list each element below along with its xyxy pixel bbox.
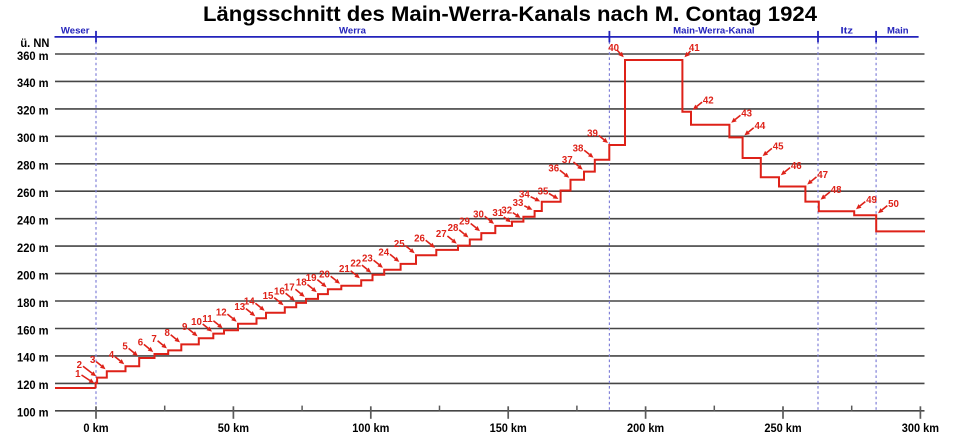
svg-text:260 m: 260 m	[17, 186, 49, 200]
svg-text:36: 36	[548, 163, 559, 174]
svg-text:43: 43	[741, 108, 752, 119]
svg-text:30: 30	[473, 210, 484, 221]
svg-text:48: 48	[831, 185, 842, 196]
svg-text:300 m: 300 m	[17, 131, 49, 145]
svg-text:200 m: 200 m	[17, 268, 49, 282]
svg-text:240 m: 240 m	[17, 214, 49, 228]
svg-text:Main-Werra-Kanal: Main-Werra-Kanal	[673, 26, 754, 37]
svg-text:Längsschnitt des Main-Werra-Ka: Längsschnitt des Main-Werra-Kanals nach …	[203, 2, 817, 26]
svg-text:150 km: 150 km	[490, 421, 527, 435]
svg-text:2: 2	[77, 360, 82, 371]
svg-text:13: 13	[234, 302, 245, 313]
svg-text:20: 20	[319, 269, 330, 280]
svg-text:Itz: Itz	[841, 26, 854, 37]
svg-text:120 m: 120 m	[17, 378, 49, 392]
svg-text:250 km: 250 km	[764, 421, 801, 435]
svg-text:22: 22	[350, 258, 361, 269]
svg-text:Weser: Weser	[61, 26, 90, 37]
svg-text:24: 24	[378, 248, 389, 259]
svg-text:220 m: 220 m	[17, 241, 49, 255]
svg-text:140 m: 140 m	[17, 351, 49, 365]
svg-text:45: 45	[773, 142, 784, 153]
svg-text:39: 39	[587, 129, 598, 140]
svg-text:18: 18	[296, 278, 307, 289]
svg-text:21: 21	[339, 264, 350, 275]
svg-text:17: 17	[284, 283, 295, 294]
svg-text:160 m: 160 m	[17, 323, 49, 337]
svg-text:340 m: 340 m	[17, 76, 49, 90]
svg-text:5: 5	[122, 342, 128, 353]
svg-text:40: 40	[608, 43, 619, 54]
svg-text:7: 7	[151, 334, 156, 345]
svg-text:28: 28	[448, 223, 459, 234]
svg-text:15: 15	[263, 291, 274, 302]
svg-text:32: 32	[501, 206, 512, 217]
svg-text:47: 47	[817, 170, 828, 181]
svg-text:33: 33	[513, 198, 524, 209]
svg-text:23: 23	[362, 253, 373, 264]
svg-text:100 m: 100 m	[17, 406, 49, 420]
svg-text:46: 46	[791, 161, 802, 172]
svg-text:Werra: Werra	[339, 26, 367, 37]
svg-text:4: 4	[109, 350, 115, 361]
svg-text:320 m: 320 m	[17, 104, 49, 118]
svg-text:37: 37	[562, 155, 573, 166]
svg-text:280 m: 280 m	[17, 159, 49, 173]
svg-text:3: 3	[90, 355, 96, 366]
svg-text:Main: Main	[887, 26, 909, 37]
svg-text:14: 14	[244, 296, 255, 307]
svg-text:11: 11	[202, 314, 213, 325]
svg-text:35: 35	[538, 186, 549, 197]
svg-text:ü. NN: ü. NN	[20, 36, 49, 50]
svg-text:49: 49	[866, 195, 877, 206]
svg-text:1: 1	[75, 369, 81, 380]
svg-text:38: 38	[573, 143, 584, 154]
svg-text:16: 16	[274, 287, 285, 298]
svg-text:29: 29	[459, 217, 470, 228]
svg-text:34: 34	[519, 189, 530, 200]
svg-text:50: 50	[888, 199, 899, 210]
svg-text:44: 44	[755, 121, 766, 132]
svg-text:12: 12	[216, 307, 227, 318]
svg-text:31: 31	[492, 208, 503, 219]
svg-text:50 km: 50 km	[218, 421, 249, 435]
svg-text:10: 10	[191, 317, 202, 328]
svg-text:6: 6	[138, 338, 144, 349]
svg-text:19: 19	[306, 273, 317, 284]
svg-text:180 m: 180 m	[17, 296, 49, 310]
svg-text:0 km: 0 km	[83, 421, 108, 435]
svg-text:27: 27	[436, 229, 447, 240]
svg-text:41: 41	[689, 43, 700, 54]
svg-text:42: 42	[703, 95, 714, 106]
svg-text:25: 25	[394, 239, 405, 250]
svg-text:9: 9	[182, 322, 188, 333]
svg-text:26: 26	[414, 234, 425, 245]
svg-text:100 km: 100 km	[352, 421, 389, 435]
svg-text:8: 8	[165, 328, 171, 339]
svg-text:300 km: 300 km	[902, 421, 939, 435]
svg-text:360 m: 360 m	[17, 49, 49, 63]
svg-text:200 km: 200 km	[627, 421, 664, 435]
